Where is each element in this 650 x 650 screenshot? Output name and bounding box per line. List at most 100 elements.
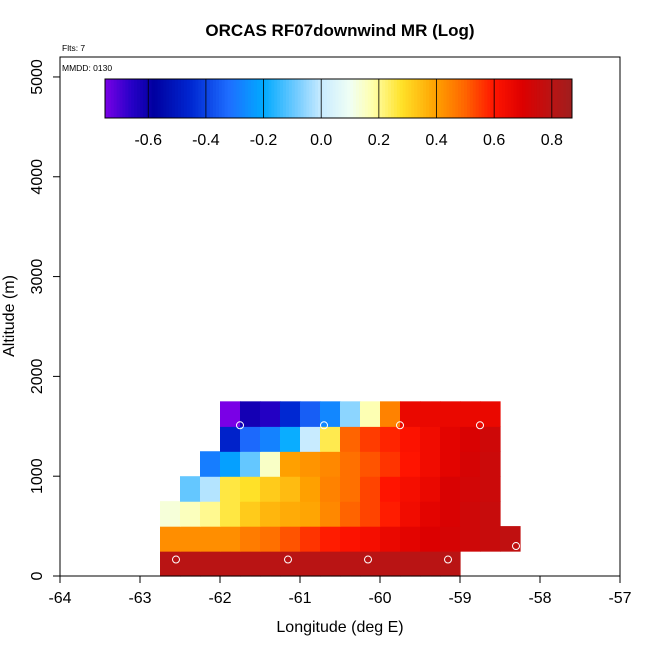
heatmap-cell	[480, 451, 501, 477]
colorbar-segment	[405, 79, 410, 118]
heatmap-cell	[360, 426, 381, 452]
colorbar-tick-label: 0.8	[541, 132, 563, 149]
heatmap-cell	[300, 526, 321, 552]
colorbar-segment	[490, 79, 494, 118]
colorbar-segment	[461, 79, 465, 118]
heatmap-cell	[220, 526, 241, 552]
colorbar-segment	[221, 79, 226, 118]
heatmap-cell	[420, 426, 441, 452]
colorbar-segment	[542, 79, 547, 118]
heatmap-cell	[240, 526, 261, 552]
colorbar-segment	[113, 79, 118, 118]
heatmap-cell	[280, 426, 301, 452]
heatmap-cell	[400, 501, 421, 527]
colorbar-tick-label: 0.0	[310, 132, 332, 149]
colorbar-segment	[242, 79, 246, 118]
colorbar-segment	[186, 79, 191, 118]
heatmap-cell	[280, 476, 301, 502]
heatmap-cell	[480, 401, 501, 427]
colorbar-segment	[224, 79, 229, 118]
axes: -64 -63 -62 -61 -60 -59 -58 -57 0 1000 2000 3000 400…	[29, 56, 632, 607]
colorbar-segment	[569, 79, 573, 118]
colorbar-segment	[370, 79, 375, 118]
colorbar-segment	[183, 79, 188, 118]
heatmap-cell	[160, 526, 181, 552]
heatmap-cell	[460, 451, 481, 477]
heatmap-cell	[460, 476, 481, 502]
colorbar-segment	[122, 79, 126, 118]
colorbar-segment	[402, 79, 407, 118]
heatmap-cell	[360, 451, 381, 477]
flight-marker	[444, 555, 452, 564]
colorbar-segment	[212, 79, 217, 118]
date-label: MMDD: 0130	[62, 63, 112, 73]
heatmap-cell	[420, 551, 441, 577]
colorbar-segment	[288, 79, 293, 118]
colorbar-segment	[554, 79, 558, 118]
colorbar-tick-label: -0.2	[250, 132, 278, 149]
colorbar-segment	[154, 79, 159, 118]
heatmap-cell	[340, 551, 361, 577]
colorbar-segment	[478, 79, 483, 118]
colorbar-segment	[198, 79, 202, 118]
heatmap-cell	[240, 426, 261, 452]
heatmap-cell	[420, 401, 441, 427]
colorbar-segment	[399, 79, 404, 118]
heatmap-cell	[280, 451, 301, 477]
heatmap-cell	[320, 551, 341, 577]
colorbar-segment	[414, 79, 418, 118]
heatmap-cell	[260, 451, 281, 477]
colorbar-segment	[525, 79, 529, 118]
colorbar-segment	[195, 79, 199, 118]
heatmap-cell	[480, 476, 501, 502]
heatmap-cell	[420, 451, 441, 477]
colorbar-segment	[277, 79, 281, 118]
colorbar-segment	[177, 79, 182, 118]
heatmap-cell	[220, 451, 241, 477]
colorbar-segment	[458, 79, 462, 118]
colorbar-segment	[536, 79, 541, 118]
colorbar-segment	[507, 79, 512, 118]
colorbar-segment	[396, 79, 401, 118]
heatmap-cell	[360, 551, 381, 577]
heatmap-cell	[460, 526, 481, 552]
colorbar-segment	[142, 79, 147, 118]
colorbar-segment	[140, 79, 144, 118]
colorbar-segment	[192, 79, 196, 118]
colorbar-segment	[201, 79, 205, 118]
colorbar-segment	[560, 79, 564, 118]
colorbar-segment	[329, 79, 334, 118]
colorbar-segment	[268, 79, 272, 118]
heatmap-cell	[400, 451, 421, 477]
colorbar-segment	[157, 79, 161, 118]
heatmap-cell	[440, 526, 461, 552]
colorbar-segment	[134, 79, 138, 118]
colorbar-segment	[105, 79, 109, 118]
heatmap-cell	[300, 476, 321, 502]
heatmap-cell	[320, 401, 341, 427]
colorbar-segment	[437, 79, 442, 118]
y-axis-label: Altitude (m)	[1, 275, 18, 357]
heatmap-cell	[280, 526, 301, 552]
colorbar-segment	[344, 79, 348, 118]
colorbar-segment	[528, 79, 532, 118]
colorbar-segment	[128, 79, 132, 118]
colorbar-segment	[393, 79, 398, 118]
colorbar-segment	[545, 79, 550, 118]
heatmap-cell	[180, 526, 201, 552]
colorbar-segment	[534, 79, 538, 118]
x-axis-label: Longitude (deg E)	[276, 619, 403, 636]
flights-label: Flts: 7	[62, 43, 85, 53]
heatmap-cell	[260, 401, 281, 427]
colorbar-segment	[227, 79, 232, 118]
heatmap-cell	[440, 451, 461, 477]
colorbar-segment	[423, 79, 427, 118]
colorbar-segment	[364, 79, 369, 118]
heatmap-cell	[340, 526, 361, 552]
heatmap-cell	[380, 401, 401, 427]
colorbar-segment	[475, 79, 480, 118]
colorbar-segment	[148, 79, 153, 118]
colorbar-segment	[356, 79, 360, 118]
heatmap-cell	[380, 526, 401, 552]
heatmap-cell	[480, 426, 501, 452]
